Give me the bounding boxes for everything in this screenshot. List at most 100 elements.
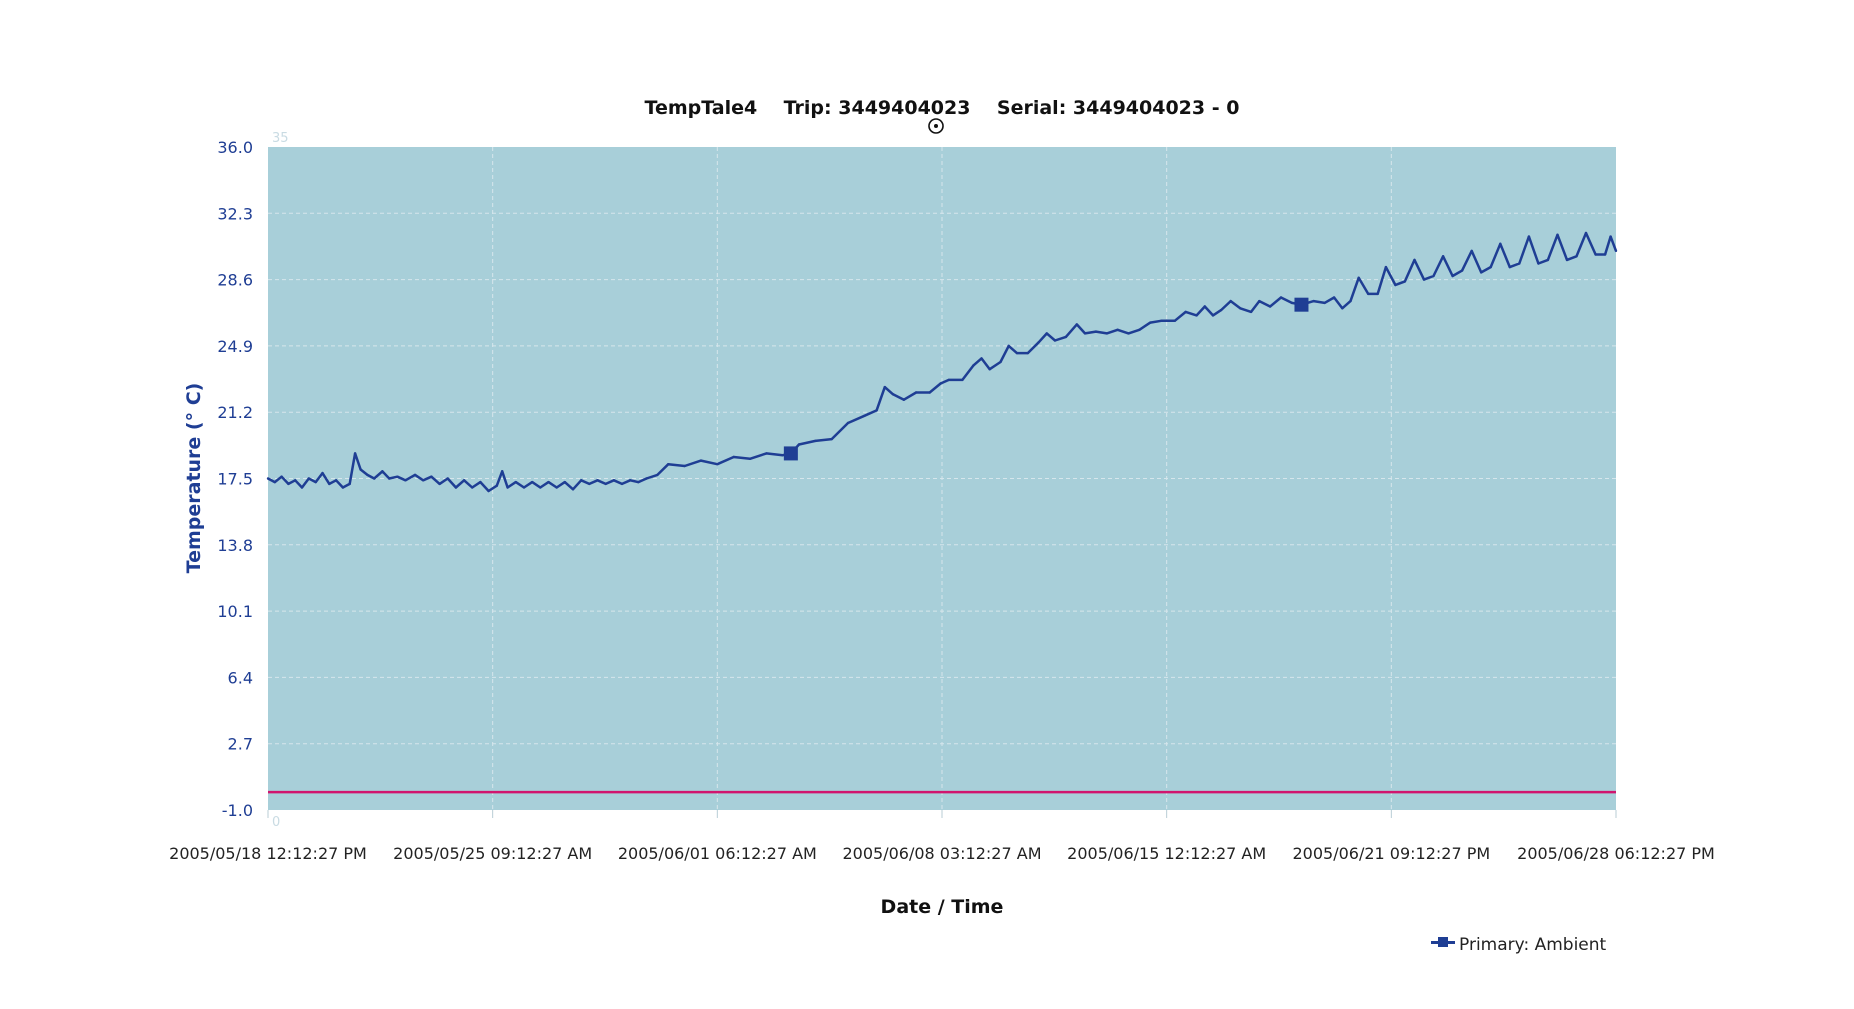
data-point: [396, 475, 399, 478]
data-point: [596, 479, 599, 482]
data-point: [875, 409, 878, 412]
data-point: [1575, 255, 1578, 258]
y-tick-label: -1.0: [222, 801, 253, 820]
data-point: [1480, 271, 1483, 274]
y-tick-label: 24.9: [217, 337, 253, 356]
data-point: [495, 484, 498, 487]
data-point: [366, 473, 369, 477]
data-point: [797, 443, 801, 446]
data-point: [656, 473, 659, 477]
data-point: [471, 486, 474, 489]
data-point: [1239, 307, 1242, 310]
data-point: [814, 439, 817, 443]
y-tick-label: 10.1: [217, 602, 253, 621]
data-point: [863, 414, 866, 417]
data-point: [928, 391, 931, 394]
y-tick-label: 6.4: [228, 668, 253, 687]
data-point: [1211, 314, 1215, 317]
data-point: [947, 378, 950, 382]
data-point: [294, 479, 297, 482]
data-point: [1037, 341, 1040, 344]
data-point: [1323, 301, 1326, 305]
data-point: [1268, 305, 1272, 308]
data-point: [1094, 330, 1098, 333]
data-point: [413, 473, 417, 477]
data-point: [1594, 253, 1597, 256]
data-point: [1105, 332, 1109, 335]
data-point: [612, 479, 616, 482]
data-point: [683, 464, 686, 468]
data-point: [1127, 332, 1130, 335]
data-point: [1357, 276, 1360, 279]
data-point: [571, 488, 575, 491]
data-point: [1489, 265, 1492, 269]
data-point: [1007, 344, 1010, 348]
legend-label: Primary: Ambient: [1459, 935, 1607, 955]
series-marker[interactable]: [783, 446, 798, 461]
data-point: [1546, 258, 1550, 262]
data-point: [563, 480, 566, 484]
data-point: [716, 463, 719, 466]
data-point: [334, 479, 338, 482]
data-point: [348, 482, 351, 486]
x-tick-label: 2005/05/18 12:12:27 PM: [169, 844, 367, 863]
x-tick-label: 2005/06/01 06:12:27 AM: [618, 844, 817, 863]
data-point: [1537, 262, 1540, 265]
data-point: [273, 480, 276, 484]
data-point: [522, 486, 526, 489]
grid-lines: [268, 147, 1616, 810]
data-point: [547, 480, 550, 484]
data-point: [479, 480, 482, 484]
data-point: [1341, 307, 1344, 310]
data-point: [1258, 299, 1261, 303]
data-point: [1160, 319, 1163, 322]
x-tick-label: 2005/06/15 12:12:27 AM: [1067, 844, 1266, 863]
data-point: [514, 480, 517, 484]
data-point: [1584, 231, 1588, 235]
data-point: [373, 477, 376, 480]
x-tick-label: 2005/05/25 09:12:27 AM: [393, 844, 592, 863]
data-point: [1116, 328, 1119, 331]
data-point: [1470, 249, 1473, 253]
data-point: [1184, 310, 1187, 314]
y-tick-label: 36.0: [217, 138, 253, 157]
data-point: [667, 463, 670, 466]
data-point: [422, 479, 425, 482]
data-point: [300, 486, 304, 489]
data-point: [266, 477, 270, 480]
crosshair-icon[interactable]: [928, 118, 944, 134]
data-point: [1394, 283, 1397, 287]
x-axis-ticks: 2005/05/18 12:12:27 PM 2005/05/25 09:12:2…: [169, 810, 1715, 863]
data-point: [1173, 319, 1177, 322]
data-point: [487, 489, 490, 493]
data-point: [972, 364, 975, 367]
data-point: [1432, 274, 1435, 278]
data-point: [539, 486, 542, 489]
data-point: [699, 459, 703, 462]
data-point: [321, 471, 324, 475]
data-point: [1229, 299, 1232, 303]
chart-title: TempTale4 Trip: 3449404023 Serial: 34494…: [645, 97, 1240, 119]
data-point: [1614, 249, 1618, 253]
data-point: [1499, 242, 1502, 245]
data-point: [1075, 323, 1079, 326]
data-point: [1203, 305, 1207, 308]
y-tick-label: 2.7: [228, 735, 253, 754]
data-point: [1565, 258, 1569, 262]
data-point: [629, 479, 632, 482]
data-point: [1367, 292, 1370, 296]
series-marker[interactable]: [1294, 297, 1309, 312]
data-point: [883, 385, 886, 389]
data-point: [1403, 280, 1407, 283]
series-layer: [266, 231, 1618, 493]
data-point: [1384, 265, 1388, 269]
data-point: [1527, 235, 1531, 238]
data-point: [1441, 255, 1445, 258]
data-point: [1149, 321, 1152, 324]
data-point: [307, 477, 310, 480]
data-point: [328, 482, 331, 486]
data-point: [280, 475, 283, 478]
data-point: [1609, 235, 1612, 238]
data-point: [637, 480, 640, 484]
x-tick-label: 2005/06/08 03:12:27 AM: [843, 844, 1042, 863]
